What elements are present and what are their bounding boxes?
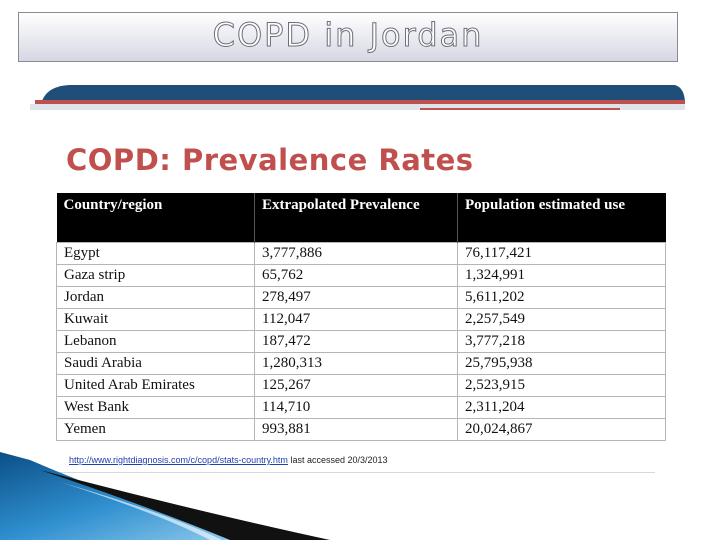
- cell-population: 2,311,204: [457, 395, 666, 419]
- table-row: Gaza strip 65,762 1,324,991: [56, 263, 666, 287]
- cell-prevalence: 993,881: [254, 417, 458, 441]
- cell-country: Yemen: [56, 417, 255, 441]
- divider: [60, 472, 655, 473]
- table-header-row: Country/region Extrapolated Prevalence P…: [56, 193, 666, 242]
- prevalence-table: Country/region Extrapolated Prevalence P…: [56, 193, 666, 441]
- cell-country: Kuwait: [56, 307, 255, 331]
- header-population: Population estimated use: [457, 193, 666, 242]
- slide-title-bar: COPD in Jordan: [18, 12, 678, 62]
- cell-population: 25,795,938: [457, 351, 666, 375]
- header-prevalence: Extrapolated Prevalence: [254, 193, 458, 242]
- cell-prevalence: 114,710: [254, 395, 458, 419]
- source-access-note: last accessed 20/3/2013: [290, 455, 388, 465]
- cell-population: 5,611,202: [457, 285, 666, 309]
- cell-prevalence: 1,280,313: [254, 351, 458, 375]
- cell-prevalence: 187,472: [254, 329, 458, 353]
- table-row: Saudi Arabia 1,280,313 25,795,938: [56, 351, 666, 375]
- cell-population: 1,324,991: [457, 263, 666, 287]
- cell-prevalence: 3,777,886: [254, 241, 458, 265]
- table-row: Kuwait 112,047 2,257,549: [56, 307, 666, 331]
- table-heading: COPD: Prevalence Rates: [66, 143, 474, 177]
- table-row: Jordan 278,497 5,611,202: [56, 285, 666, 309]
- cell-country: West Bank: [56, 395, 255, 419]
- cell-prevalence: 65,762: [254, 263, 458, 287]
- table-row: Yemen 993,881 20,024,867: [56, 417, 666, 441]
- cell-country: United Arab Emirates: [56, 373, 255, 397]
- cell-population: 2,523,915: [457, 373, 666, 397]
- cell-population: 20,024,867: [457, 417, 666, 441]
- table-row: Egypt 3,777,886 76,117,421: [56, 241, 666, 265]
- cell-prevalence: 278,497: [254, 285, 458, 309]
- cell-country: Saudi Arabia: [56, 351, 255, 375]
- cell-population: 76,117,421: [457, 241, 666, 265]
- source-citation: http://www.rightdiagnosis.com/c/copd/sta…: [69, 455, 388, 465]
- cell-country: Egypt: [56, 241, 255, 265]
- cell-country: Gaza strip: [56, 263, 255, 287]
- source-link[interactable]: http://www.rightdiagnosis.com/c/copd/sta…: [69, 455, 288, 465]
- cell-population: 2,257,549: [457, 307, 666, 331]
- cell-country: Jordan: [56, 285, 255, 309]
- cell-prevalence: 112,047: [254, 307, 458, 331]
- table-row: United Arab Emirates 125,267 2,523,915: [56, 373, 666, 397]
- cell-prevalence: 125,267: [254, 373, 458, 397]
- decorative-header-band: [30, 85, 685, 110]
- header-country: Country/region: [56, 193, 255, 242]
- table-row: West Bank 114,710 2,311,204: [56, 395, 666, 419]
- decorative-corner-swoosh: [0, 452, 330, 540]
- cell-country: Lebanon: [56, 329, 255, 353]
- cell-population: 3,777,218: [457, 329, 666, 353]
- slide-title: COPD in Jordan: [212, 16, 484, 55]
- table-row: Lebanon 187,472 3,777,218: [56, 329, 666, 353]
